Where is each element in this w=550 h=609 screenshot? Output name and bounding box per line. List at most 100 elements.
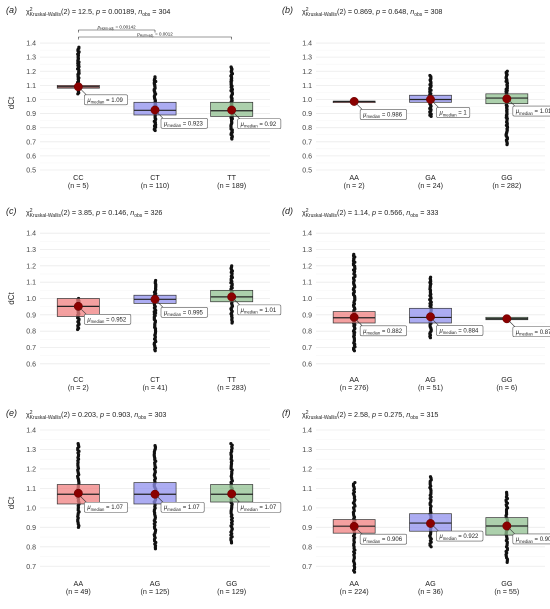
y-tick-label: 1.2 (26, 263, 36, 270)
n-label: (n = 24) (418, 181, 443, 190)
y-tick-label: 1.3 (26, 247, 36, 254)
y-tick-label: 1.2 (26, 466, 36, 473)
median-label-leader (156, 112, 164, 119)
mean-point (349, 312, 359, 322)
y-tick-label: 0.7 (302, 139, 312, 146)
median-label-leader (156, 496, 164, 503)
median-label-leader (80, 496, 87, 503)
median-label-box (436, 325, 484, 336)
x-tick-label: AG (425, 579, 436, 588)
x-tick-label: AG (150, 579, 161, 588)
n-label: (n = 125) (141, 587, 170, 596)
n-label: (n = 55) (494, 587, 519, 596)
median-label-box (359, 325, 407, 337)
median-label: μmedian = 0.922 (439, 534, 480, 541)
y-tick-label: 1.4 (302, 41, 312, 48)
panel-d: (d) χ2 Kruskal-Wallis(2) = 1.14, p = 0.566… (282, 206, 550, 392)
median-label-leader (80, 88, 87, 95)
median-label-box (512, 533, 550, 545)
y-tick-label: 1.4 (302, 428, 312, 435)
data-point (76, 442, 80, 446)
y-tick-label: 0.8 (26, 544, 36, 551)
data-point (428, 275, 433, 279)
median-label-leader (233, 298, 240, 306)
x-tick-label: CT (150, 173, 160, 182)
x-tick-label: AA (349, 173, 359, 182)
y-tick-label: 0.9 (302, 111, 312, 118)
n-label: (n = 5) (68, 181, 89, 190)
data-point (353, 480, 357, 485)
median-label: μmedian = 0.884 (439, 328, 480, 335)
y-tick-label: 1.3 (302, 247, 312, 254)
median-label-leader (156, 301, 164, 308)
y-tick-label: 1.1 (302, 280, 312, 287)
y-tick-label: 1.0 (302, 505, 312, 512)
y-axis-label: dCt (7, 96, 16, 109)
x-tick-label: CT (150, 375, 160, 384)
median-label-box (237, 118, 282, 130)
x-tick-label: AA (349, 375, 359, 384)
y-tick-label: 0.7 (26, 345, 36, 352)
n-label: (n = 6) (496, 383, 517, 392)
median-label-box (359, 533, 407, 545)
median-label: μmedian = 0.882 (362, 329, 403, 336)
mean-point (227, 105, 237, 115)
y-tick-label: 0.6 (302, 361, 312, 368)
y-tick-label: 1.1 (26, 83, 36, 90)
n-label: (n = 189) (217, 181, 246, 190)
median-label-box (160, 501, 205, 513)
y-tick-label: 0.7 (302, 345, 312, 352)
y-tick-label: 1.0 (302, 296, 312, 303)
n-label: (n = 51) (418, 383, 443, 392)
y-tick-label: 1.4 (26, 41, 36, 48)
median-label: μmedian = 1.01 (515, 109, 550, 116)
median-label: μmedian = 1.01 (240, 308, 277, 315)
y-tick-label: 0.8 (302, 125, 312, 132)
data-point (229, 442, 233, 446)
data-point (352, 252, 356, 256)
x-tick-label: AA (74, 579, 84, 588)
y-tick-label: 0.9 (26, 312, 36, 319)
n-label: (n = 36) (418, 587, 443, 596)
mean-point (426, 312, 435, 322)
panel-label: (c) (6, 206, 17, 216)
median-label-box (84, 314, 132, 325)
comparison-label: pHolm-adj. = 0.00142 (97, 25, 137, 31)
y-tick-label: 1.0 (26, 296, 36, 303)
n-label: (n = 129) (217, 587, 246, 596)
n-label: (n = 276) (340, 383, 369, 392)
median-label-box (160, 118, 208, 129)
stat-subtitle: χ2 Kruskal-Wallis(2) = 2.58, p = 0.275, n… (302, 410, 438, 421)
median-label: μmedian = 0.923 (163, 121, 204, 128)
y-tick-label: 1.0 (26, 97, 36, 104)
median-label-box (237, 501, 282, 513)
panel-label: (b) (282, 5, 293, 15)
stat-subtitle: χ2 Kruskal-Wallis(2) = 3.85, p = 0.146, n… (26, 208, 162, 219)
y-tick-label: 0.8 (26, 125, 36, 132)
data-point (154, 278, 158, 283)
y-tick-label: 1.1 (302, 486, 312, 493)
median-label: μmedian = 0.952 (86, 317, 127, 324)
median-label-box (512, 326, 550, 338)
y-tick-label: 0.8 (302, 544, 312, 551)
median-label: μmedian = 0.995 (163, 310, 204, 317)
median-label-leader (508, 99, 516, 107)
x-tick-label: GG (501, 375, 513, 384)
stat-subtitle: χ2 Kruskal-Wallis(2) = 0.203, p = 0.903, … (26, 410, 166, 421)
n-label: (n = 41) (143, 383, 168, 392)
y-tick-label: 1.4 (26, 428, 36, 435)
mean-point (73, 488, 83, 498)
y-tick-label: 1.2 (302, 69, 312, 76)
x-tick-label: TT (227, 375, 236, 384)
panel-label: (d) (282, 206, 293, 216)
median-label-leader (80, 308, 87, 315)
median-label: μmedian = 0.906 (362, 537, 403, 544)
y-tick-label: 1.0 (26, 505, 36, 512)
median-label: μmedian = 1.07 (86, 505, 123, 512)
y-tick-label: 1.1 (26, 280, 36, 287)
data-point (230, 264, 234, 268)
y-axis-label: dCt (7, 496, 16, 509)
median-label-leader (355, 103, 363, 110)
median-label-box (436, 530, 484, 542)
n-label: (n = 282) (492, 181, 521, 190)
